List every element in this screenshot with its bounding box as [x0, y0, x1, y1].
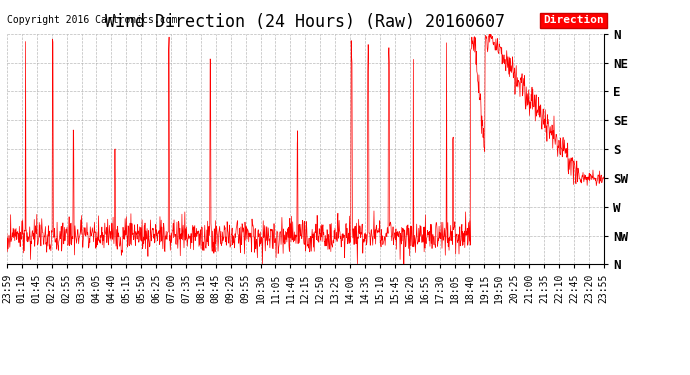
Text: Copyright 2016 Cartronics.com: Copyright 2016 Cartronics.com: [7, 15, 177, 25]
Text: Direction: Direction: [543, 15, 604, 25]
Title: Wind Direction (24 Hours) (Raw) 20160607: Wind Direction (24 Hours) (Raw) 20160607: [106, 13, 505, 31]
